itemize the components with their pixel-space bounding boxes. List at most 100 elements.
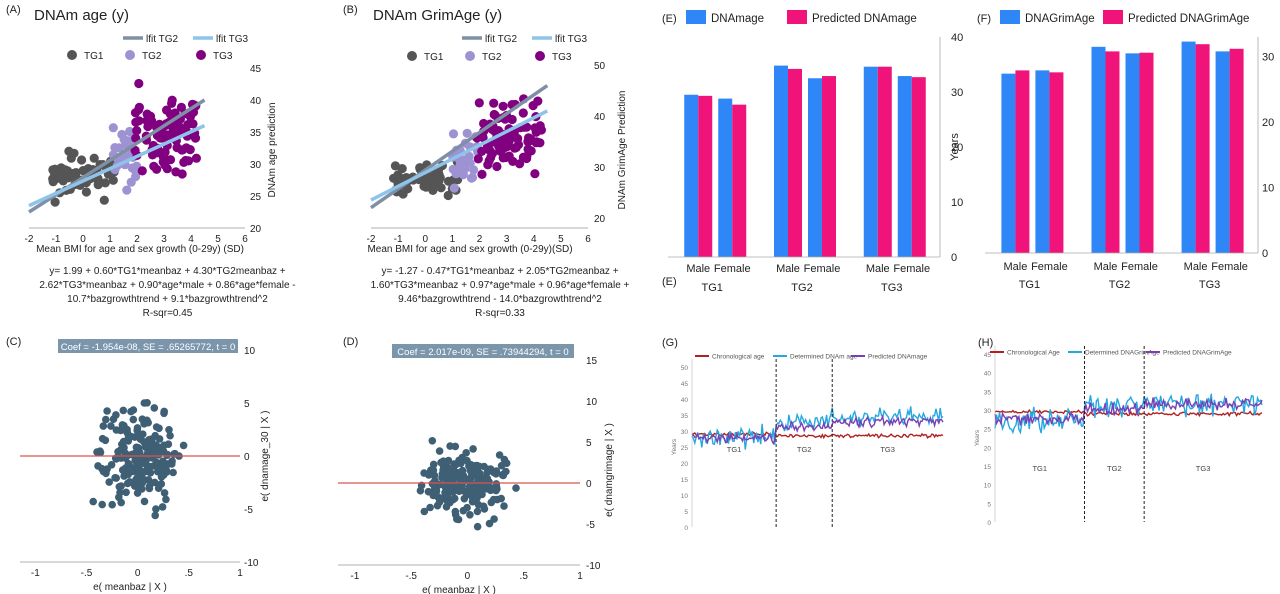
residual-point [163, 450, 172, 459]
category-label: Male [776, 263, 800, 275]
residual-point [124, 433, 133, 441]
y-tick-label: 0 [586, 479, 592, 490]
bar-dnagrimage [1181, 41, 1196, 253]
residual-point [439, 467, 448, 475]
residual-point [169, 468, 177, 477]
residual-point [140, 455, 149, 464]
residual-point [133, 426, 141, 435]
legend-swatch [1103, 10, 1123, 24]
scatter-point-tg2 [122, 185, 132, 195]
scatter-point-tg3 [473, 154, 483, 164]
x-tick-label: -1 [350, 571, 359, 582]
bar-predicted-dnagrimage [1049, 72, 1064, 253]
scatter-point-tg1 [108, 175, 118, 185]
scatter-point-tg2 [462, 128, 472, 138]
legend-label: Predicted DNAGrimAge [1128, 13, 1249, 25]
y-tick-label: 15 [681, 477, 689, 484]
x-tick-label: 0 [135, 568, 141, 579]
scatter-point-tg3 [498, 101, 508, 111]
scatter-point-tg3 [536, 125, 547, 135]
residual-point [493, 495, 502, 504]
y-tick-label: 0 [1262, 248, 1268, 260]
bar-predicted-dnamage [788, 68, 802, 258]
legend-label: TG1 [424, 52, 444, 63]
residual-point [473, 522, 482, 531]
panel-a-equation: y= 1.99 + 0.60*TG1*meanbaz + 4.30*TG2mea… [20, 265, 315, 321]
residual-point [140, 420, 148, 428]
y-tick-label: 50 [681, 365, 689, 372]
legend-label: Determined DNAGrimAge [1085, 350, 1160, 357]
group-label: TG1 [727, 445, 742, 454]
residual-point [146, 469, 155, 477]
scatter-point-tg1 [49, 168, 59, 178]
residual-point [495, 451, 504, 459]
residual-point [463, 503, 471, 512]
x-tick-label: -1 [394, 234, 403, 245]
residual-point [145, 482, 154, 491]
equation-line: R-sqr=0.45 [142, 308, 193, 319]
legend-label: DNAGrimAge [1025, 13, 1095, 25]
y-tick-label: 40 [594, 112, 606, 123]
y-tick-label: 15 [586, 356, 598, 367]
residual-point [490, 515, 498, 523]
bar-predicted-dnagrimage [1015, 70, 1030, 253]
group-label: TG3 [1196, 464, 1211, 473]
group-label: TG2 [1107, 464, 1122, 473]
x-tick-label: 0 [80, 234, 86, 245]
y-tick-label: 30 [594, 163, 606, 174]
panel-letter: (E) [662, 13, 677, 25]
residual-point [127, 407, 135, 416]
scatter-point-tg1 [81, 187, 91, 197]
legend-label: lfit TG2 [146, 34, 178, 45]
residual-point [157, 473, 166, 481]
residual-point [148, 454, 157, 462]
scatter-point-tg3 [487, 148, 497, 159]
y-tick-label: 10 [244, 346, 256, 357]
residual-point [166, 431, 174, 440]
residual-point [98, 500, 106, 509]
residual-point [89, 497, 97, 506]
x-tick-label: 1 [237, 568, 243, 579]
fit-line-lfit-tg3 [28, 124, 206, 208]
bar-dnamage [808, 78, 822, 257]
x-tick-label: -2 [367, 234, 376, 245]
scatter-point-tg1 [421, 182, 431, 192]
bar-predicted-dnamage [698, 95, 713, 257]
category-label: Male [686, 263, 710, 275]
residual-point [429, 460, 438, 469]
legend-label: Chronological age [712, 354, 765, 361]
residual-point [131, 449, 139, 458]
residual-point [119, 437, 128, 446]
scatter-point-tg1 [100, 178, 110, 188]
x-tick-label: 0 [422, 234, 428, 245]
x-tick-label: 6 [585, 234, 591, 245]
scatter-point-tg2 [125, 126, 135, 137]
residual-point [134, 473, 142, 481]
scatter-point-tg1 [64, 146, 74, 156]
scatter-point-tg1 [390, 161, 400, 171]
scatter-point-tg3 [191, 153, 201, 163]
residual-point [134, 484, 143, 492]
legend-label: TG1 [84, 51, 104, 62]
scatter-point-tg3 [137, 166, 147, 176]
residual-point [179, 441, 188, 450]
equation-line: 1.60*TG3*meanbaz + 0.97*age*male + 0.96*… [370, 280, 630, 291]
residual-point [149, 462, 158, 470]
residual-point [129, 415, 138, 424]
bar-predicted-dnagrimage [1139, 52, 1154, 253]
legend-swatch [465, 51, 475, 61]
y-tick-label: 0 [684, 525, 688, 532]
y-tick-label: 40 [984, 371, 992, 378]
x-tick-label: -1 [52, 234, 61, 245]
fit-line-lfit-tg3 [370, 109, 549, 202]
scatter-point-tg3 [501, 152, 511, 163]
equation-line: y= -1.27 - 0.47*TG1*meanbaz + 2.05*TG2me… [381, 266, 619, 277]
scatter-point-tg2 [464, 151, 474, 161]
y-tick-label: 20 [681, 461, 689, 468]
y-axis-label: e( dnamgrimage | X ) [604, 423, 615, 517]
bar-predicted-dnagrimage [1229, 48, 1244, 254]
line-determined-dnam-age [691, 406, 944, 450]
residual-point [420, 507, 429, 516]
residual-point [472, 494, 481, 503]
residual-point [139, 468, 147, 476]
